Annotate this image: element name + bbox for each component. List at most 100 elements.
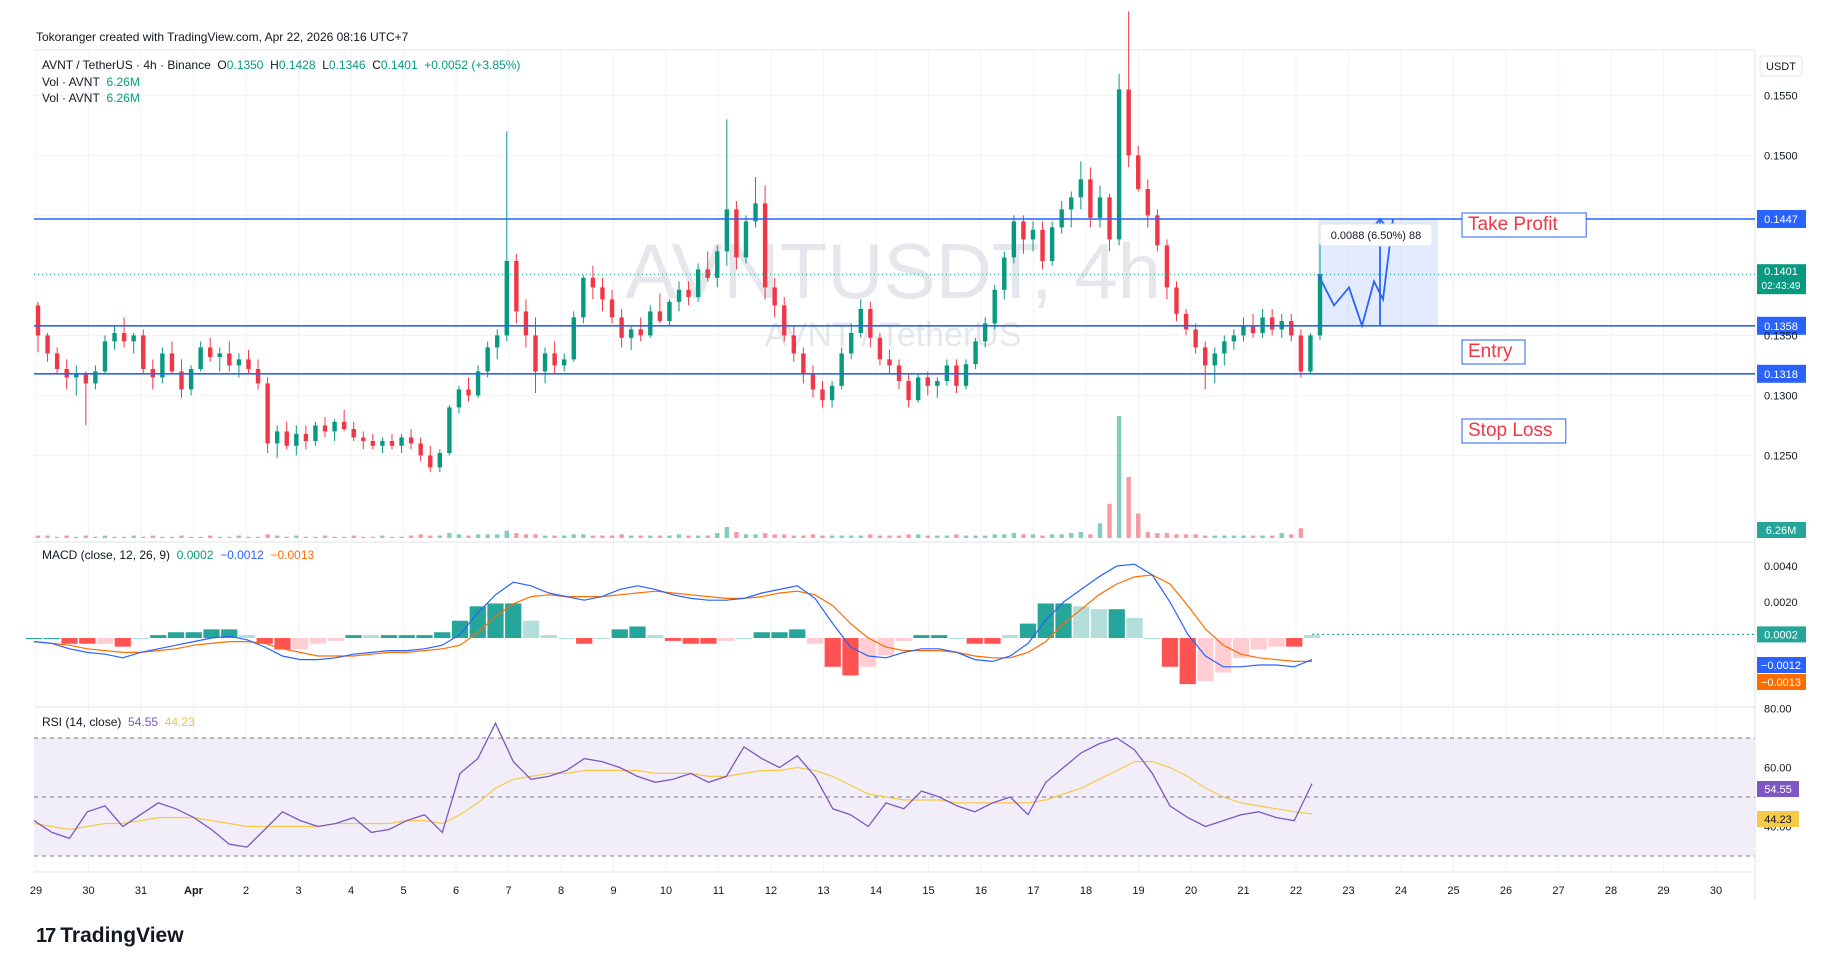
candle-body xyxy=(35,305,41,336)
tradingview-logo-text: TradingView xyxy=(60,924,184,947)
volume-bar xyxy=(753,534,758,538)
axes[interactable]: USDT 0.1550 0.1500 0.1350 0.1300 0.1250 0.1401… xyxy=(30,55,1806,897)
rsi-value-tag xyxy=(1757,811,1799,827)
candle-body xyxy=(45,335,50,354)
volume-bar xyxy=(64,535,69,538)
volume-bar xyxy=(112,536,117,538)
tradingview-logo[interactable]: 17 TradingView xyxy=(36,924,184,948)
macd-legend: MACD (close, 12, 26, 9) 0.0002 −0.0012 −… xyxy=(42,548,314,562)
time-axis-label: 24 xyxy=(1395,885,1407,897)
candle-body xyxy=(1231,335,1237,342)
candle-body xyxy=(743,221,749,258)
candle-body xyxy=(935,381,940,386)
volume-bar xyxy=(581,534,586,538)
candle-body xyxy=(112,333,117,342)
macd-histogram-bar xyxy=(1019,623,1037,638)
volume-bar xyxy=(514,533,519,538)
volume-bar xyxy=(437,535,443,538)
volume-bar xyxy=(542,535,548,538)
candle-body xyxy=(686,289,691,297)
rsi-axis-tick: 80.00 xyxy=(1764,704,1792,716)
candle-body xyxy=(447,407,452,453)
candle-body xyxy=(313,425,318,441)
volume-bar xyxy=(208,535,213,538)
volume-bar xyxy=(141,536,146,538)
open-label: O xyxy=(217,58,227,72)
candle-body xyxy=(408,437,414,444)
time-axis-label: 19 xyxy=(1132,885,1144,897)
volume-bar xyxy=(963,535,969,538)
candle-body xyxy=(571,317,576,360)
rsi-value-tag-text: 54.55 xyxy=(1764,784,1792,796)
level-price-tag-text: 0.1447 xyxy=(1764,214,1798,226)
candle-body xyxy=(74,373,79,378)
candle-body xyxy=(1078,179,1084,198)
time-axis-label: 13 xyxy=(817,885,829,897)
volume-bar xyxy=(284,536,289,538)
volume-bar xyxy=(1002,534,1007,538)
volume-bar xyxy=(667,535,672,538)
price-axis-tick: 0.1300 xyxy=(1764,390,1798,402)
candle-body xyxy=(667,301,672,321)
candle-body xyxy=(753,203,758,222)
macd-histogram-bar xyxy=(1197,638,1214,682)
macd-histogram-bar xyxy=(522,620,540,638)
volume-bar xyxy=(676,534,682,538)
candle-body xyxy=(1011,221,1017,258)
price-levels[interactable]: Take Profit 0.1447 Entry 0.1358 Stop Loss 0.1… xyxy=(34,210,1806,444)
macd-histogram-bar xyxy=(682,638,699,644)
time-axis-label: 16 xyxy=(975,885,987,897)
volume-bar xyxy=(456,534,462,538)
volume-bar xyxy=(1212,535,1217,538)
volume-bars xyxy=(35,416,1304,538)
candle-body xyxy=(1069,197,1074,210)
volume-bar xyxy=(408,535,414,538)
candle-body xyxy=(1222,341,1227,354)
currency-label: USDT xyxy=(1766,61,1796,73)
candle-body xyxy=(1126,89,1131,156)
volume-bar xyxy=(1202,535,1208,538)
candle-body xyxy=(801,353,806,374)
symbol-line: AVNT / TetherUS · 4h · Binance xyxy=(42,58,211,72)
volume-bar xyxy=(1088,534,1093,538)
time-axis-label: 8 xyxy=(558,885,564,897)
volume-bar xyxy=(303,536,309,538)
macd-histogram-bar xyxy=(558,638,575,639)
volume-bar xyxy=(906,534,911,538)
time-axis-label: 9 xyxy=(610,885,616,897)
rsi-line xyxy=(33,721,1313,848)
macd-hist-value: 0.0002 xyxy=(176,548,214,562)
volume-bar xyxy=(35,535,41,538)
volume-bar xyxy=(1078,531,1084,538)
volume-bar xyxy=(54,536,60,538)
level-label-box xyxy=(1461,339,1526,365)
volume-bar xyxy=(313,536,318,538)
macd-histogram-bar xyxy=(647,635,664,638)
macd-signal-value: −0.0013 xyxy=(270,548,315,562)
candle-body xyxy=(561,359,567,366)
macd-histogram-bar xyxy=(238,635,256,638)
time-axis-label: 21 xyxy=(1237,885,1249,897)
macd-histogram-bar xyxy=(1126,617,1143,638)
candle-body xyxy=(437,453,443,468)
volume-bar xyxy=(93,536,98,538)
projection-zigzag xyxy=(1317,218,1394,329)
volume-bar xyxy=(982,535,988,538)
volume-bar xyxy=(265,534,270,538)
pane-frames xyxy=(34,49,1756,900)
volume-bar xyxy=(1136,513,1141,538)
time-axis-label: 25 xyxy=(1447,885,1459,897)
volume-bar xyxy=(1049,534,1055,538)
candle-body xyxy=(102,341,108,372)
macd-histogram-bar xyxy=(966,638,983,644)
tradingview-logo-icon: 17 xyxy=(36,924,56,947)
candle-body xyxy=(695,269,701,297)
macd-histogram-bar xyxy=(292,638,309,650)
candle-body xyxy=(973,341,978,365)
volume-bar xyxy=(1250,535,1256,538)
candle-body xyxy=(963,364,969,386)
rsi-ma-line xyxy=(33,761,1313,831)
volume-bar xyxy=(533,534,538,538)
candle-body xyxy=(418,443,423,456)
